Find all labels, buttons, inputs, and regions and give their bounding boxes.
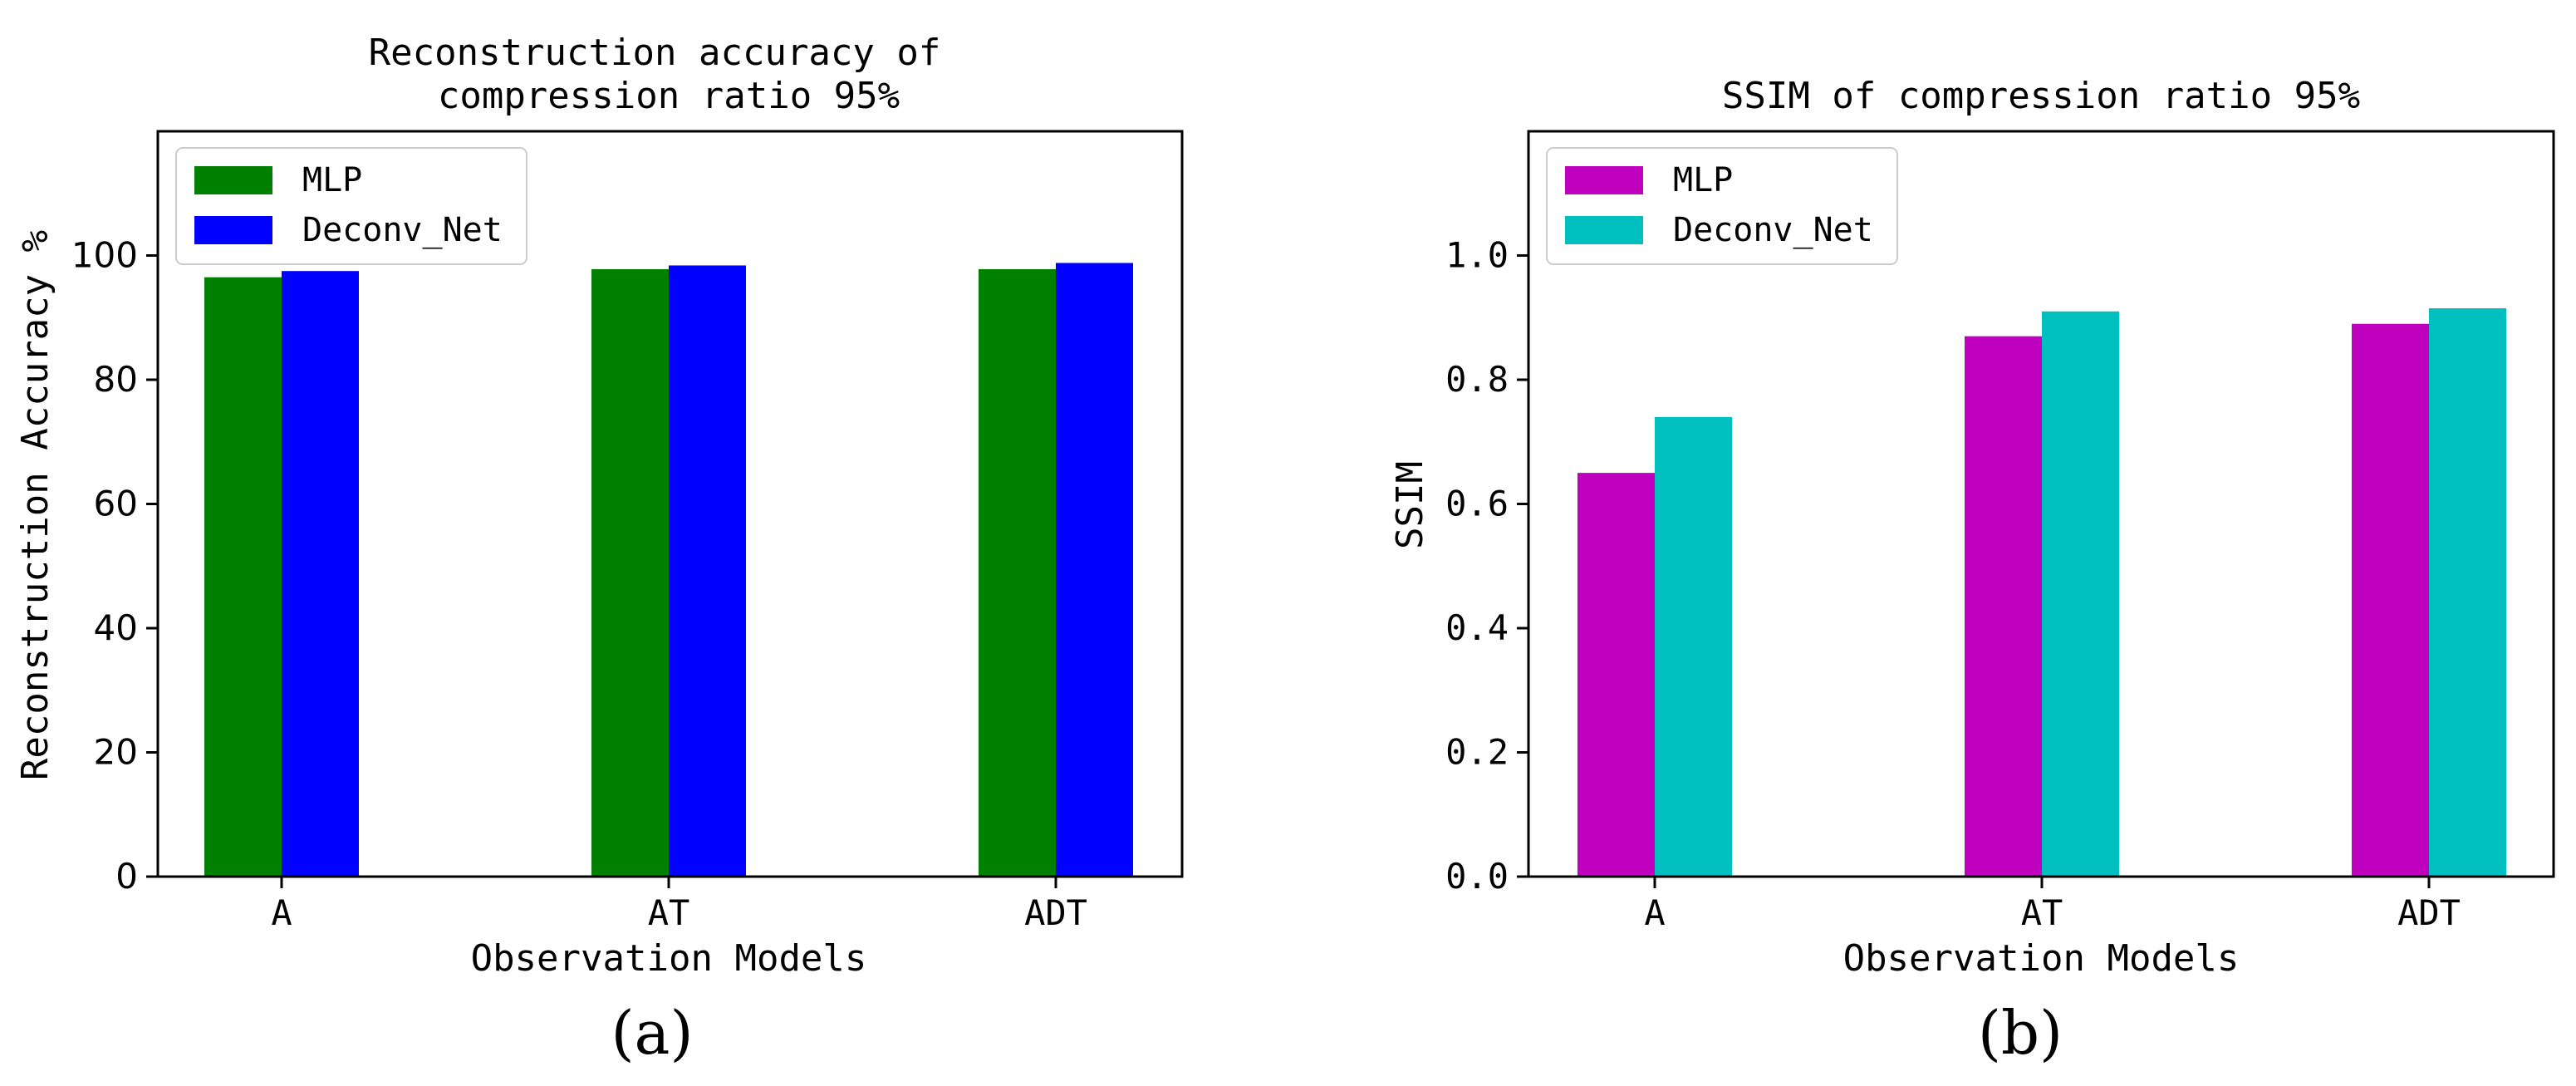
chart-b-legend: MLP Deconv_Net: [1546, 147, 1898, 265]
chart-a-bars: [204, 263, 1133, 877]
bar-deconv-net-a: [282, 271, 359, 877]
bar-deconv-net-at: [669, 265, 746, 877]
y-tick-label: 1.0: [1445, 235, 1509, 276]
x-tick-label: A: [1644, 892, 1665, 933]
bar-deconv-net-adt: [2429, 308, 2506, 877]
y-tick-label: 60: [94, 484, 138, 524]
y-tick-label: 0.4: [1445, 607, 1509, 648]
x-tick-label: AT: [648, 892, 690, 933]
bar-deconv-net-a: [1655, 416, 1732, 877]
chart-a: Reconstruction accuracy of compression r…: [14, 32, 1184, 1068]
chart-b-panel-label: (b): [1978, 998, 2063, 1068]
chart-b-bars: [1577, 308, 2506, 877]
bar-deconv-net-adt: [1056, 263, 1133, 877]
chart-b: SSIM of compression ratio 95% 0.00.20.40…: [1389, 75, 2555, 1068]
x-tick-label: AT: [2021, 892, 2063, 933]
y-tick-label: 80: [94, 359, 138, 400]
chart-a-x-axis-label: Observation Models: [471, 937, 867, 980]
bar-mlp-at: [591, 268, 669, 877]
x-tick-label: ADT: [2397, 892, 2461, 933]
legend-swatch-deconv-net: [1565, 216, 1643, 244]
y-tick-label: 0.8: [1445, 359, 1509, 400]
chart-a-legend: MLP Deconv_Net: [175, 147, 527, 265]
legend-swatch-deconv-net: [194, 216, 272, 244]
x-tick-label: A: [271, 892, 292, 933]
bar-deconv-net-at: [2042, 311, 2119, 877]
bar-mlp-adt: [2352, 323, 2429, 877]
bar-mlp-at: [1965, 336, 2042, 877]
legend-swatch-mlp: [194, 166, 272, 194]
chart-a-title-line-2: compression ratio 95%: [438, 75, 900, 117]
chart-b-y-ticks: 0.0 0.2 0.4 0.6 0.8 1.0: [1445, 235, 1528, 897]
chart-b-x-axis-label: Observation Models: [1843, 937, 2240, 980]
x-tick-label: ADT: [1024, 892, 1087, 933]
chart-b-y-axis-label: SSIM: [1389, 461, 1431, 549]
legend-label-deconv-net: Deconv_Net: [1673, 211, 1873, 249]
y-tick-label: 40: [94, 607, 138, 648]
legend-label-deconv-net: Deconv_Net: [302, 211, 503, 249]
chart-a-x-ticks: A AT ADT: [271, 877, 1087, 933]
legend-label-mlp: MLP: [1673, 161, 1733, 199]
bar-mlp-a: [204, 277, 282, 877]
y-tick-label: 100: [71, 235, 138, 276]
y-tick-label: 0: [115, 856, 138, 897]
chart-a-y-ticks: 0 20 40 60 80 100: [71, 235, 158, 897]
bar-mlp-a: [1577, 473, 1655, 877]
y-tick-label: 0.6: [1445, 484, 1509, 524]
y-tick-label: 20: [94, 732, 138, 773]
chart-b-x-ticks: A AT ADT: [1644, 877, 2461, 933]
chart-a-title-line-1: Reconstruction accuracy of: [369, 32, 941, 74]
bar-mlp-adt: [979, 268, 1056, 877]
y-tick-label: 0.0: [1445, 856, 1509, 897]
chart-b-title: SSIM of compression ratio 95%: [1722, 75, 2360, 117]
legend-label-mlp: MLP: [302, 161, 362, 199]
chart-a-y-axis-label: Reconstruction Accuracy %: [14, 230, 56, 780]
y-tick-label: 0.2: [1445, 732, 1509, 773]
chart-a-panel-label: (a): [611, 998, 693, 1068]
legend-swatch-mlp: [1565, 166, 1643, 194]
